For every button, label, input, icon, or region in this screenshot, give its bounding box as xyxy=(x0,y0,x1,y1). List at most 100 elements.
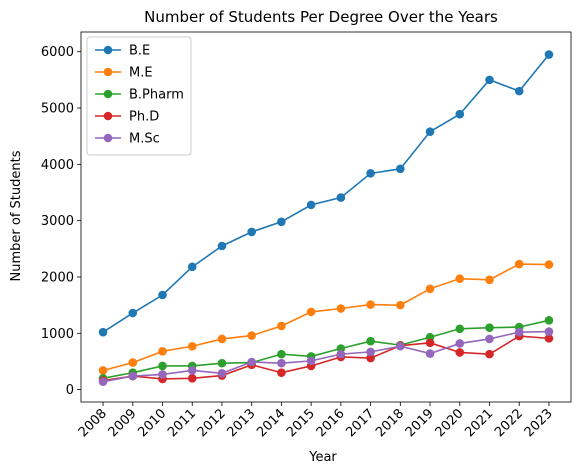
data-point-b-pharm xyxy=(366,336,375,346)
data-point-m-sc xyxy=(128,371,138,381)
data-point-m-sc xyxy=(336,349,346,359)
data-point-m-e xyxy=(514,259,524,269)
data-point-b-pharm xyxy=(158,361,167,371)
legend-marker-m-e xyxy=(103,67,113,77)
data-point-m-e xyxy=(277,321,286,331)
y-tick-label: 3000 xyxy=(41,214,74,229)
data-point-b-e xyxy=(455,109,465,119)
data-point-m-e xyxy=(336,304,346,313)
data-point-b-e xyxy=(98,327,108,337)
data-point-b-pharm xyxy=(277,349,286,359)
x-tick-label: 2021 xyxy=(462,406,496,440)
data-point-ph-d xyxy=(187,374,197,383)
series-line-m-sc xyxy=(102,330,549,383)
data-point-m-sc xyxy=(187,366,197,375)
legend-label-m-sc: M.Sc xyxy=(129,132,160,147)
x-tick-label: 2009 xyxy=(106,406,140,440)
plot-frame xyxy=(80,31,572,403)
data-point-b-e xyxy=(306,200,316,210)
x-tick-label: 2022 xyxy=(492,406,526,440)
data-point-b-e xyxy=(217,241,227,251)
y-tick-label: 5000 xyxy=(41,102,74,117)
data-point-m-e xyxy=(217,334,227,344)
data-point-b-pharm xyxy=(455,324,465,334)
series-line-b-e xyxy=(102,54,550,333)
legend-label-ph-d: Ph.D xyxy=(129,110,159,125)
data-point-m-sc xyxy=(158,370,167,379)
data-point-ph-d xyxy=(366,353,375,363)
data-point-b-e xyxy=(247,227,256,237)
data-point-b-e xyxy=(128,308,138,318)
data-point-m-sc xyxy=(455,339,465,348)
legend-label-m-e: M.E xyxy=(129,66,153,81)
data-point-m-sc xyxy=(98,377,108,387)
data-point-b-e xyxy=(425,127,435,136)
legend: B.E M.E B.Pharm Ph.D M.Sc xyxy=(86,36,192,156)
data-point-m-e xyxy=(158,347,167,356)
x-tick-label: 2016 xyxy=(314,406,348,440)
legend-marker-m-sc xyxy=(103,133,113,143)
data-point-b-e xyxy=(277,217,286,227)
x-axis: 2008200920102011201220132014201520162017… xyxy=(76,402,556,440)
x-tick-label: 2020 xyxy=(433,406,467,440)
legend-marker-ph-d xyxy=(103,111,113,121)
y-tick-label: 0 xyxy=(66,383,74,398)
data-point-ph-d xyxy=(544,334,554,343)
data-point-m-sc xyxy=(366,347,375,357)
series-line-b-pharm xyxy=(102,319,550,380)
data-point-m-sc xyxy=(217,368,227,378)
data-point-m-sc xyxy=(247,357,256,367)
x-tick-label: 2014 xyxy=(254,406,288,440)
data-point-m-e xyxy=(396,300,405,310)
y-tick-label: 6000 xyxy=(41,45,74,60)
series-line-ph-d xyxy=(102,335,550,382)
x-tick-label: 2011 xyxy=(165,406,199,440)
data-point-ph-d xyxy=(425,338,435,348)
data-point-m-e xyxy=(455,274,465,283)
x-axis-label: Year xyxy=(308,450,337,465)
data-point-b-e xyxy=(514,86,524,96)
data-point-ph-d xyxy=(277,368,286,378)
data-point-b-e xyxy=(366,169,375,178)
legend-label-b-pharm: B.Pharm xyxy=(129,88,184,103)
data-point-m-sc xyxy=(277,358,286,368)
chart-title: Number of Students Per Degree Over the Y… xyxy=(144,8,498,26)
data-point-b-pharm xyxy=(485,323,494,332)
legend-marker-b-e xyxy=(103,45,113,55)
legend-label-b-e: B.E xyxy=(129,44,150,59)
data-point-m-e xyxy=(98,366,108,375)
data-point-b-e xyxy=(485,75,494,85)
y-axis: 0 1000 2000 3000 4000 5000 6000 xyxy=(41,45,81,398)
legend-marker-b-pharm xyxy=(103,89,113,99)
y-axis-label: Number of Students xyxy=(9,150,24,281)
data-point-b-e xyxy=(544,50,554,59)
data-point-b-pharm xyxy=(544,316,554,325)
data-point-b-e xyxy=(187,262,197,272)
data-point-b-e xyxy=(336,193,346,202)
x-tick-label: 2019 xyxy=(403,406,437,440)
data-point-m-e xyxy=(187,341,197,351)
data-point-b-e xyxy=(158,290,167,300)
data-point-m-sc xyxy=(425,349,435,358)
data-point-m-e xyxy=(306,307,316,317)
data-point-m-sc xyxy=(306,356,316,366)
data-point-m-e xyxy=(544,260,554,269)
x-tick-label: 2013 xyxy=(225,406,259,440)
data-point-m-e xyxy=(485,275,494,285)
data-point-m-sc xyxy=(544,327,554,336)
data-point-m-sc xyxy=(485,334,494,344)
plot-area xyxy=(98,50,554,387)
data-point-m-e xyxy=(247,331,256,340)
data-point-m-sc xyxy=(514,327,524,337)
data-point-m-sc xyxy=(396,341,405,351)
data-point-m-e xyxy=(128,358,138,367)
y-tick-label: 4000 xyxy=(41,158,74,173)
data-point-m-e xyxy=(425,284,435,294)
x-tick-label: 2010 xyxy=(135,406,169,440)
data-point-m-e xyxy=(366,300,375,309)
x-tick-label: 2012 xyxy=(195,406,229,440)
series-line-m-e xyxy=(102,263,549,372)
data-point-b-e xyxy=(396,164,405,174)
data-point-b-pharm xyxy=(217,358,227,368)
